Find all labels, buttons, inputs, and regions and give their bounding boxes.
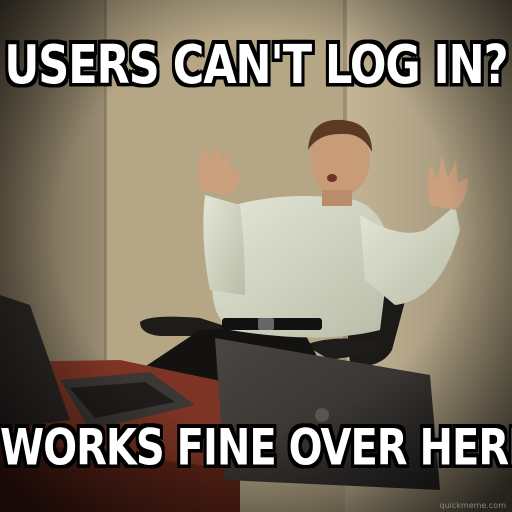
watermark: quickmeme.com	[440, 501, 506, 510]
bottom-caption: WORKS FINE OVER HERE	[0, 418, 512, 478]
top-caption: USERS CAN'T LOG IN?	[0, 34, 512, 97]
